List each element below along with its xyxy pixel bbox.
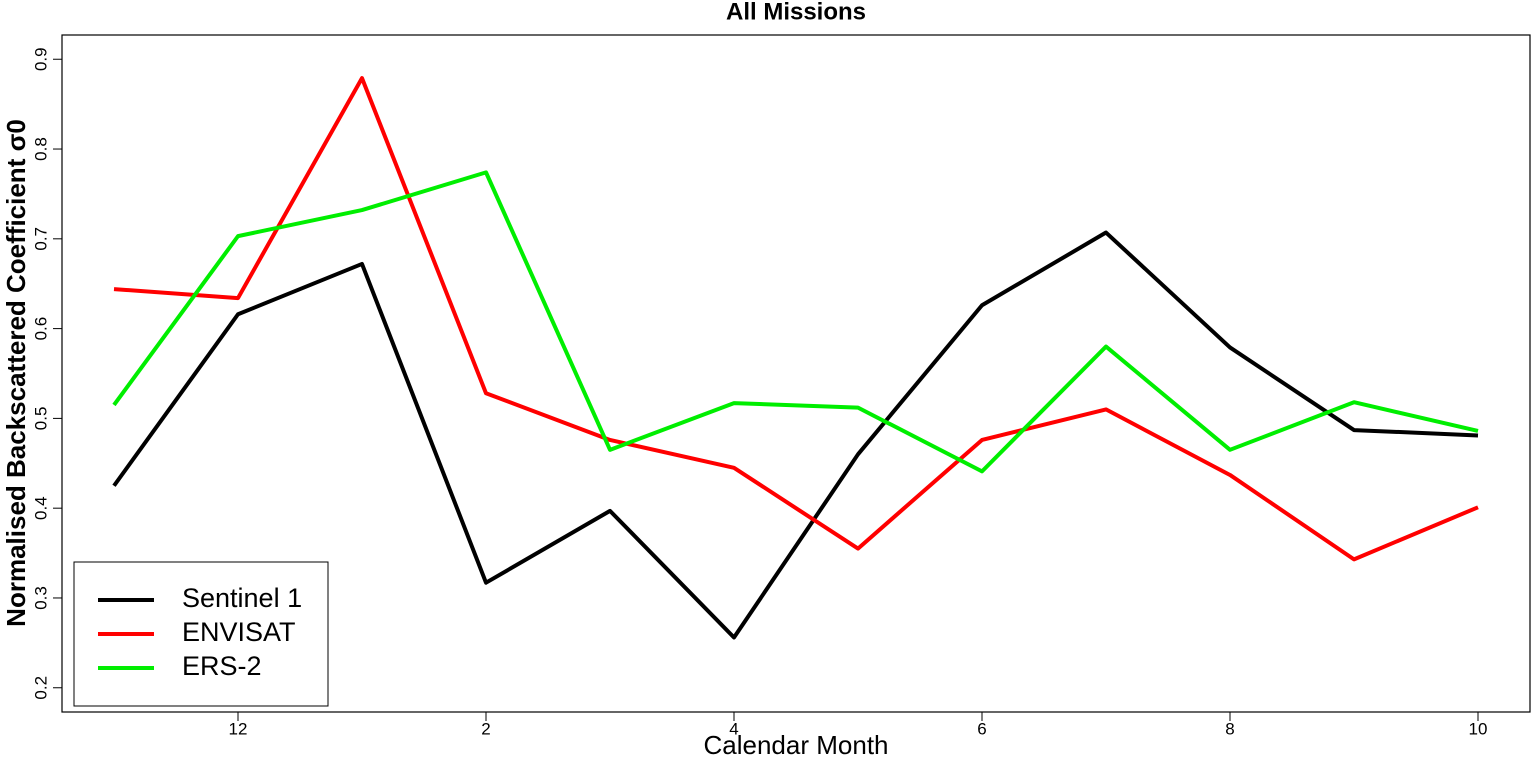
x-tick-label: 10: [1469, 719, 1488, 738]
series-line: [112, 230, 1479, 640]
legend-label: Sentinel 1: [182, 583, 302, 613]
chart-title: All Missions: [726, 0, 866, 25]
legend-label: ENVISAT: [182, 617, 296, 647]
x-tick-label: 8: [1225, 719, 1234, 738]
y-tick-label: 0.7: [31, 227, 50, 251]
series-line: [113, 76, 1479, 562]
y-tick-label: 0.9: [31, 47, 50, 71]
y-tick-label: 0.2: [31, 676, 50, 700]
y-tick-label: 0.8: [31, 137, 50, 161]
plot-frame: [61, 34, 1531, 713]
y-tick-label: 0.3: [31, 586, 50, 610]
x-tick-label: 6: [977, 719, 986, 738]
series-line: [112, 170, 1479, 474]
x-tick-label: 2: [481, 719, 490, 738]
legend-label: ERS-2: [182, 651, 262, 681]
x-tick-label: 4: [729, 719, 738, 738]
x-tick-label: 12: [229, 719, 248, 738]
y-tick-label: 0.5: [31, 407, 50, 431]
y-tick-label: 0.4: [31, 496, 50, 520]
y-axis-label: Normalised Backscattered Coefficient σ0: [1, 119, 31, 627]
y-tick-label: 0.6: [31, 317, 50, 341]
x-axis-label: Calendar Month: [704, 730, 889, 760]
